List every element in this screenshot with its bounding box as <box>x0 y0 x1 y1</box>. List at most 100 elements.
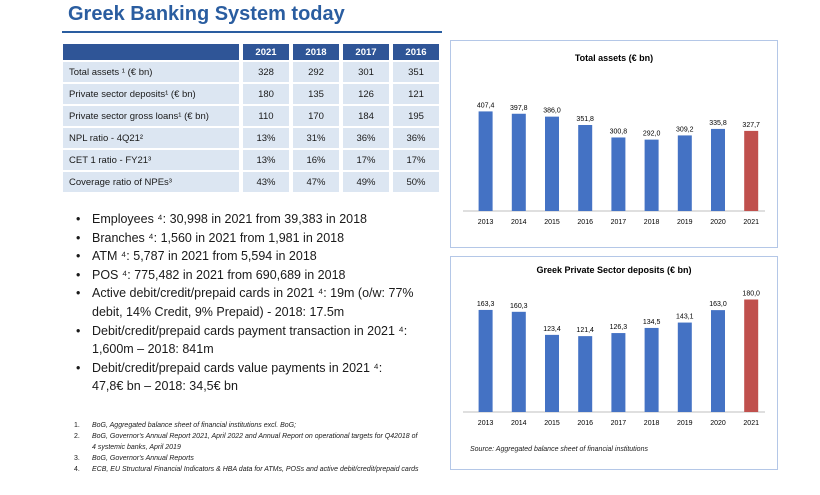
footnote-number: 2. <box>74 433 80 440</box>
table-cell: 301 <box>339 62 389 82</box>
bar-2021 <box>744 130 759 211</box>
data-label: 300,8 <box>610 128 628 135</box>
x-tick-label: 2015 <box>544 219 560 226</box>
footnote-text: ECB, EU Structural Financial Indicators … <box>92 466 419 473</box>
key-figures-list: Employees ⁴: 30,998 in 2021 from 39,383 … <box>74 210 414 396</box>
chart-title: Total assets (€ bn) <box>575 53 653 63</box>
total-assets-chart-svg: Total assets (€ bn) 407,4 2013 397,8 2014 386… <box>463 53 765 226</box>
table-cell: 328 <box>239 62 289 82</box>
x-tick-label: 2020 <box>710 420 726 427</box>
bar-2016 <box>578 336 593 412</box>
table-row: NPL ratio - 4Q21² 13% 31% 36% 36% <box>63 128 439 148</box>
table-cell: 36% <box>339 128 389 148</box>
bar-2014 <box>511 113 526 211</box>
title-divider <box>62 31 442 33</box>
table-header-blank <box>63 44 239 60</box>
chart-title: Greek Private Sector deposits (€ bn) <box>536 265 691 275</box>
table-cell: 170 <box>289 106 339 126</box>
row-label: CET 1 ratio - FY21³ <box>63 150 239 170</box>
footnote: 1. BoG, Aggregated balance sheet of finan… <box>74 420 419 431</box>
data-label: 160,3 <box>510 303 528 310</box>
bar-2020 <box>711 310 725 412</box>
footnote: 2. BoG, Governor's Annual Report 2021, Ap… <box>74 431 419 453</box>
data-label: 123,4 <box>543 326 561 333</box>
bar-2013 <box>478 111 493 211</box>
bar-2019 <box>677 322 692 412</box>
bar-2014 <box>511 311 526 412</box>
table-cell: 36% <box>389 128 439 148</box>
table-cell: 292 <box>289 62 339 82</box>
bar-2015 <box>545 334 559 412</box>
x-tick-label: 2019 <box>677 219 693 226</box>
bar-2018 <box>644 327 659 412</box>
table-cell: 47% <box>289 172 339 192</box>
table-row: Private sector deposits¹ (€ bn) 180 135 126… <box>63 84 439 104</box>
x-tick-label: 2017 <box>611 219 627 226</box>
data-label: 309,2 <box>676 126 694 133</box>
bar-2021 <box>744 299 759 412</box>
table-cell: 180 <box>239 84 289 104</box>
total-assets-chart: Total assets (€ bn) 407,4 2013 397,8 2014 386… <box>450 40 778 248</box>
table-cell: 13% <box>239 150 289 170</box>
table-row: Total assets ¹ (€ bn) 328 292 301 351 <box>63 62 439 82</box>
table-cell: 49% <box>339 172 389 192</box>
x-tick-label: 2020 <box>710 219 726 226</box>
table-cell: 110 <box>239 106 289 126</box>
table-row: Private sector gross loans¹ (€ bn) 110 170… <box>63 106 439 126</box>
data-label: 386,0 <box>543 108 561 115</box>
bullet-item: POS ⁴: 775,482 in 2021 from 690,689 in 2… <box>74 266 414 285</box>
x-tick-label: 2013 <box>478 219 494 226</box>
deposits-chart-svg: Greek Private Sector deposits (€ bn) 163,… <box>463 265 765 427</box>
data-label: 407,4 <box>477 102 495 109</box>
bullet-item: Debit/credit/prepaid cards payment trans… <box>74 322 414 359</box>
row-label: Private sector deposits¹ (€ bn) <box>63 84 239 104</box>
footnote: 3. BoG, Governor's Annual Reports <box>74 453 419 464</box>
column-header: 2021 <box>239 44 289 60</box>
table-cell: 50% <box>389 172 439 192</box>
x-tick-label: 2021 <box>743 219 759 226</box>
bar-2013 <box>478 309 493 412</box>
bar-2017 <box>611 137 626 211</box>
x-tick-label: 2018 <box>644 420 660 427</box>
table-row: Coverage ratio of NPEs³ 43% 47% 49% 50% <box>63 172 439 192</box>
footnote-text: BoG, Governor's Annual Report 2021, Apri… <box>92 433 418 451</box>
column-header: 2016 <box>389 44 439 60</box>
row-label: NPL ratio - 4Q21² <box>63 128 239 148</box>
data-label: 351,8 <box>576 116 594 123</box>
table-cell: 17% <box>389 150 439 170</box>
table-header-row: 2021 2018 2017 2016 <box>63 44 439 60</box>
bar-2019 <box>677 135 692 211</box>
table-cell: 135 <box>289 84 339 104</box>
bar-2020 <box>711 128 725 211</box>
table-cell: 31% <box>289 128 339 148</box>
row-label: Total assets ¹ (€ bn) <box>63 62 239 82</box>
column-header: 2017 <box>339 44 389 60</box>
bullet-item: Branches ⁴: 1,560 in 2021 from 1,981 in … <box>74 229 414 248</box>
data-label: 180,0 <box>742 291 760 298</box>
x-tick-label: 2013 <box>478 420 494 427</box>
bar-2018 <box>644 139 659 211</box>
data-label: 397,8 <box>510 105 528 112</box>
table-cell: 121 <box>389 84 439 104</box>
x-tick-label: 2014 <box>511 219 527 226</box>
banking-stats-table: 2021 2018 2017 2016 Total assets ¹ (€ bn… <box>63 42 439 194</box>
data-label: 327,7 <box>742 122 760 129</box>
x-tick-label: 2017 <box>611 420 627 427</box>
page-title: Greek Banking System today <box>68 3 345 25</box>
footnote-text: BoG, Governor's Annual Reports <box>92 455 194 462</box>
bullet-item: Debit/credit/prepaid cards value payment… <box>74 359 414 396</box>
table-cell: 16% <box>289 150 339 170</box>
bar-2015 <box>545 116 559 211</box>
data-label: 163,0 <box>709 301 727 308</box>
table-cell: 351 <box>389 62 439 82</box>
row-label: Private sector gross loans¹ (€ bn) <box>63 106 239 126</box>
table-cell: 184 <box>339 106 389 126</box>
x-tick-label: 2019 <box>677 420 693 427</box>
data-label: 126,3 <box>610 324 628 331</box>
x-tick-label: 2014 <box>511 420 527 427</box>
footnotes: 1. BoG, Aggregated balance sheet of finan… <box>74 420 419 475</box>
data-label: 121,4 <box>576 327 594 334</box>
data-label: 292,0 <box>643 131 661 138</box>
table-row: CET 1 ratio - FY21³ 13% 16% 17% 17% <box>63 150 439 170</box>
bar-2017 <box>611 333 626 412</box>
